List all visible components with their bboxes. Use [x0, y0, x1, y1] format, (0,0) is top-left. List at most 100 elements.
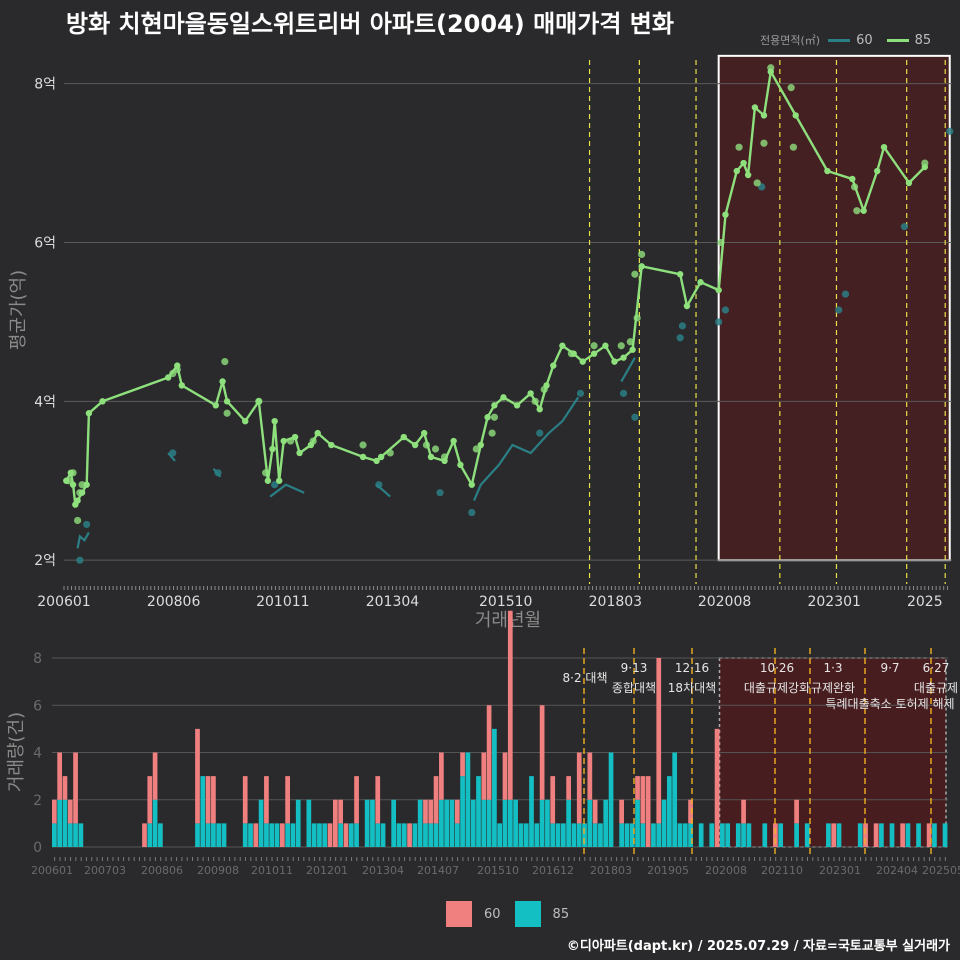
line-point-85: [280, 437, 287, 445]
bar-85: [529, 776, 534, 847]
line-point-85: [457, 461, 464, 469]
bar-85: [147, 823, 153, 847]
point-85: [853, 207, 861, 215]
line-point-85: [579, 358, 586, 365]
point-85: [223, 409, 231, 417]
bar-85: [391, 799, 397, 847]
line-point-85: [683, 302, 691, 310]
point-85: [753, 179, 761, 187]
bar-60: [423, 799, 428, 824]
line-point-85: [543, 382, 550, 389]
point-60: [900, 223, 909, 231]
bar-85: [57, 799, 63, 847]
bar-85: [502, 799, 508, 847]
bar-85: [428, 823, 434, 847]
series-line-60: [472, 396, 580, 502]
point-60: [576, 389, 585, 397]
bar-85: [486, 799, 492, 847]
line-point-85: [767, 68, 774, 75]
bar-60: [831, 823, 837, 847]
event-label-date: 9·13: [621, 661, 648, 675]
bar-60: [332, 799, 338, 847]
x-tick-label: 2025: [907, 594, 943, 610]
line-point-85: [212, 402, 219, 409]
bar-60: [343, 823, 349, 847]
line-point-85: [824, 167, 831, 175]
point-85: [789, 143, 798, 151]
bar-60: [327, 823, 333, 847]
point-60: [468, 508, 476, 517]
point-85: [490, 413, 499, 421]
bar-60: [794, 799, 799, 824]
line-point-85: [174, 362, 181, 369]
bar-85: [587, 799, 593, 847]
bar-85: [338, 823, 343, 847]
line-point-85: [792, 112, 799, 119]
line-point-85: [69, 481, 77, 488]
event-label-date: 9·7: [880, 661, 899, 675]
bar-85: [465, 752, 471, 847]
event-label-sub: 대출규제: [914, 681, 958, 695]
line-point-85: [400, 433, 407, 441]
line-point-85: [307, 441, 315, 449]
point-85: [78, 481, 86, 489]
line-point-85: [291, 433, 299, 441]
bar-85: [242, 823, 248, 847]
point-60: [946, 127, 954, 135]
line-point-85: [377, 453, 385, 461]
bar-x-tick-label: 201905: [647, 864, 689, 877]
legend-label-60: 60: [856, 32, 873, 48]
line-point-85: [427, 453, 435, 461]
bar-60: [52, 799, 57, 824]
bar-85: [539, 799, 545, 847]
bar-x-tick-label: 200601: [31, 864, 73, 877]
bar-x-tick-label: 202301: [819, 864, 861, 877]
bar-60: [454, 799, 460, 824]
line-point-85: [296, 449, 303, 457]
line-point-85: [602, 342, 609, 349]
legend-box-60: [446, 901, 472, 927]
x-tick-label: 201011: [256, 594, 309, 610]
bar-85: [857, 823, 863, 847]
bar-60: [502, 752, 508, 800]
point-85: [488, 429, 496, 437]
bar-x-tick-label: 200908: [197, 864, 239, 877]
bar-85: [534, 823, 540, 847]
bar-60: [142, 823, 147, 847]
bar-60: [285, 776, 290, 824]
bar-60: [592, 799, 598, 824]
bar-x-tick-label: 201803: [590, 864, 632, 877]
bar-60: [147, 776, 153, 824]
bar-85: [916, 823, 921, 847]
line-point-85: [527, 390, 534, 397]
bar-85: [348, 823, 354, 847]
event-label-sub: 특례대출축소 토허제 해제: [825, 697, 954, 711]
bar-85: [274, 823, 280, 847]
bar-85: [439, 799, 444, 847]
bar-85: [205, 823, 211, 847]
bar-60: [211, 776, 216, 824]
bar-60: [619, 799, 624, 824]
bar-85: [481, 799, 487, 847]
bar-85: [264, 823, 269, 847]
bar-60: [433, 776, 439, 824]
line-point-85: [468, 481, 475, 488]
bar-85: [78, 823, 84, 847]
bar-85: [640, 823, 646, 847]
line-point-85: [905, 179, 913, 187]
bar-85: [651, 823, 656, 847]
bar-85: [629, 823, 635, 847]
line-point-85: [74, 497, 81, 504]
line-point-85: [744, 171, 752, 179]
bar-85: [545, 799, 550, 847]
bar-60: [62, 776, 68, 800]
bar-x-tick-label: 200806: [141, 864, 183, 877]
bar-85: [879, 823, 884, 847]
point-60: [631, 413, 639, 421]
bar-60: [635, 776, 640, 800]
bar-60: [900, 823, 905, 847]
bar-85: [370, 799, 375, 847]
bar-60: [640, 776, 646, 824]
bar-y-tick-label: 4: [33, 746, 42, 762]
